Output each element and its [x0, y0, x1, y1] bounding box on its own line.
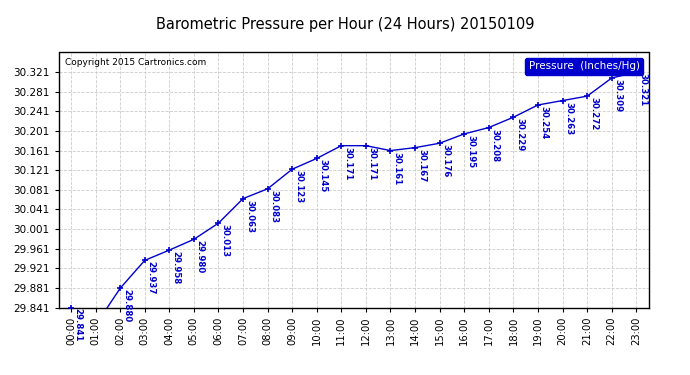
Text: Copyright 2015 Cartronics.com: Copyright 2015 Cartronics.com — [65, 58, 206, 67]
Text: 29.958: 29.958 — [171, 251, 180, 284]
Text: 30.161: 30.161 — [393, 152, 402, 185]
Text: 30.171: 30.171 — [344, 147, 353, 180]
Text: 30.123: 30.123 — [294, 170, 303, 204]
Text: 30.145: 30.145 — [319, 159, 328, 193]
Text: 30.309: 30.309 — [613, 79, 622, 112]
Text: Barometric Pressure per Hour (24 Hours) 20150109: Barometric Pressure per Hour (24 Hours) … — [156, 17, 534, 32]
Text: 30.083: 30.083 — [270, 190, 279, 223]
Text: 30.013: 30.013 — [220, 224, 229, 257]
Text: 30.254: 30.254 — [540, 106, 549, 139]
Text: 29.880: 29.880 — [122, 290, 131, 322]
Text: 30.176: 30.176 — [442, 144, 451, 178]
Text: 30.208: 30.208 — [491, 129, 500, 162]
Text: 30.063: 30.063 — [245, 200, 254, 233]
Text: 30.195: 30.195 — [466, 135, 475, 168]
Text: 30.321: 30.321 — [638, 73, 647, 106]
Text: 30.171: 30.171 — [368, 147, 377, 180]
Text: 30.167: 30.167 — [417, 148, 426, 182]
Text: 29.805: 29.805 — [0, 374, 1, 375]
Text: 29.937: 29.937 — [147, 261, 156, 295]
Text: 30.263: 30.263 — [564, 102, 573, 135]
Text: 30.272: 30.272 — [589, 97, 598, 130]
Text: 30.229: 30.229 — [515, 118, 524, 152]
Text: 29.980: 29.980 — [196, 240, 205, 274]
Legend: Pressure  (Inches/Hg): Pressure (Inches/Hg) — [525, 58, 643, 75]
Text: 29.841: 29.841 — [73, 309, 82, 342]
